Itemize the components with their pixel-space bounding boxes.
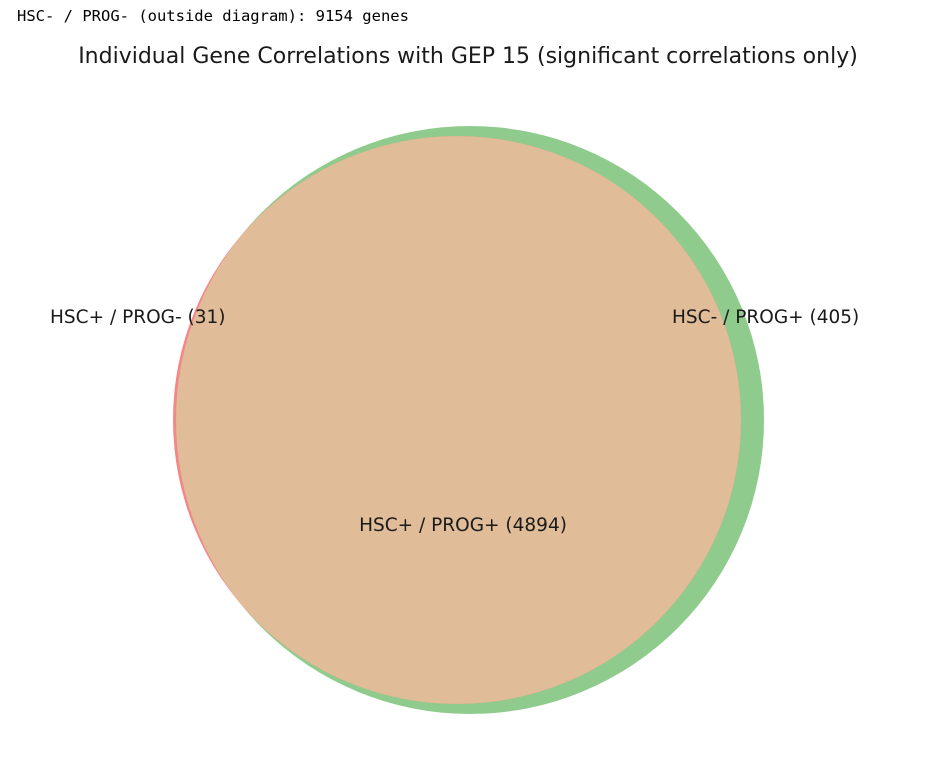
region-label-hsc-only: HSC+ / PROG- (31) [50, 307, 226, 328]
venn-region-overlap [176, 136, 741, 704]
console-output-line: HSC- / PROG- (outside diagram): 9154 gen… [17, 7, 409, 25]
region-label-prog-only: HSC- / PROG+ (405) [672, 307, 859, 328]
region-label-both: HSC+ / PROG+ (4894) [359, 515, 567, 536]
chart-title: Individual Gene Correlations with GEP 15… [78, 44, 858, 69]
